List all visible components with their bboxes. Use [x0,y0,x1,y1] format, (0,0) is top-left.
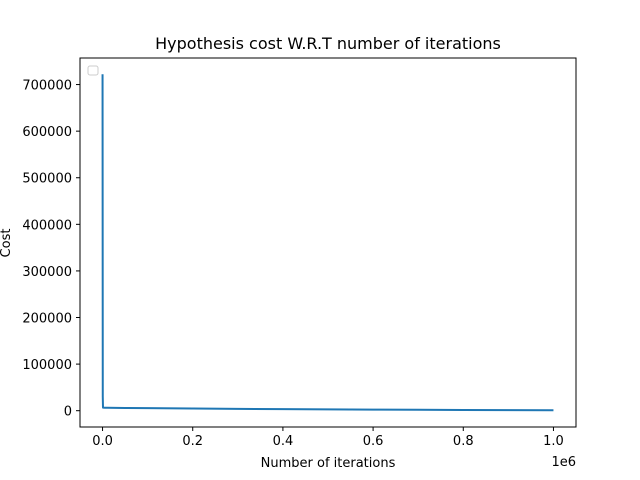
x-tick-label: 1.0 [543,434,564,449]
y-tick-label: 500000 [22,172,72,187]
x-tick-label: 0.6 [363,434,384,449]
y-tick-label: 0 [64,405,72,420]
chart-title: Hypothesis cost W.R.T number of iteratio… [155,34,501,53]
y-tick-label: 700000 [22,79,72,94]
cost-series-line [101,74,554,412]
y-tick-label: 600000 [22,125,72,140]
x-tick-label: 0.2 [182,434,203,449]
y-tick-label: 100000 [22,358,72,373]
y-tick-label: 400000 [22,218,72,233]
axis-ticks: 0.0 0.2 0.4 0.6 0.8 1.0 0 100000 200000 300000 400… [22,79,563,449]
x-tick-label: 0.0 [92,434,113,449]
y-axis-label: Cost [0,229,14,258]
x-tick-label: 0.8 [453,434,474,449]
y-tick-label: 300000 [22,265,72,280]
axes-frame [79,57,577,428]
x-axis-offset-label: 1e6 [551,455,576,470]
x-axis-label: Number of iterations [261,456,396,471]
x-tick-label: 0.4 [273,434,294,449]
plot-area [101,74,554,412]
y-tick-label: 200000 [22,312,72,327]
legend-box [87,65,99,76]
